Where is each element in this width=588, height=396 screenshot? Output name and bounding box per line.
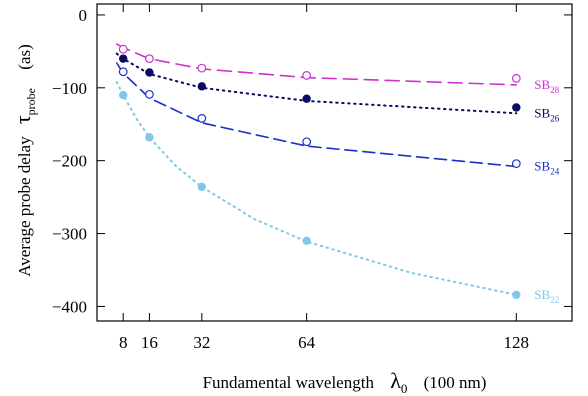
data-point [511, 73, 521, 83]
series-label: SB28 [534, 77, 559, 95]
x-tick-label: 8 [119, 333, 128, 352]
series-label: SB26 [534, 105, 559, 123]
plot-frame [96, 3, 573, 322]
data-point [145, 54, 154, 64]
y-tick-label: −300 [52, 225, 87, 244]
data-point [512, 103, 521, 112]
data-point [197, 182, 207, 192]
data-point [302, 94, 311, 103]
fit-line [115, 81, 518, 296]
y-tick-label: −400 [52, 297, 87, 316]
data-point [302, 236, 311, 246]
y-axis-label: Average probe delay τprobe (as) [10, 44, 39, 277]
data-point [119, 54, 128, 63]
y-tick-label: −200 [52, 152, 87, 171]
data-points [118, 44, 521, 299]
data-point [145, 133, 154, 142]
fit-line [115, 43, 518, 86]
x-tick-label: 128 [504, 333, 530, 352]
y-tick-label: −100 [52, 79, 87, 98]
data-point [302, 137, 312, 147]
y-tick-label: 0 [79, 6, 88, 25]
x-axis-label: Fundamental wavelength λ0 (100 nm) [203, 368, 487, 396]
series-labels: SB28 SB26 SB24 SB22 [534, 77, 559, 305]
data-point [118, 44, 128, 54]
x-tick-label: 64 [298, 333, 316, 352]
data-point [197, 114, 207, 123]
data-point [145, 89, 154, 99]
series-label: SB22 [534, 287, 559, 305]
data-point [118, 67, 128, 77]
ticks: 0 −100 −200 −300 −400 8 16 32 64 128 [52, 4, 572, 352]
data-point [145, 68, 154, 77]
data-point [119, 90, 128, 100]
x-tick-label: 16 [141, 333, 158, 352]
data-point [197, 82, 207, 91]
data-point [512, 290, 521, 299]
data-point [302, 71, 312, 80]
data-point [197, 63, 207, 73]
data-point [511, 159, 521, 168]
series-label: SB24 [534, 159, 559, 177]
fit-line [115, 62, 518, 168]
fit-curves [115, 43, 518, 296]
x-tick-label: 32 [193, 333, 210, 352]
